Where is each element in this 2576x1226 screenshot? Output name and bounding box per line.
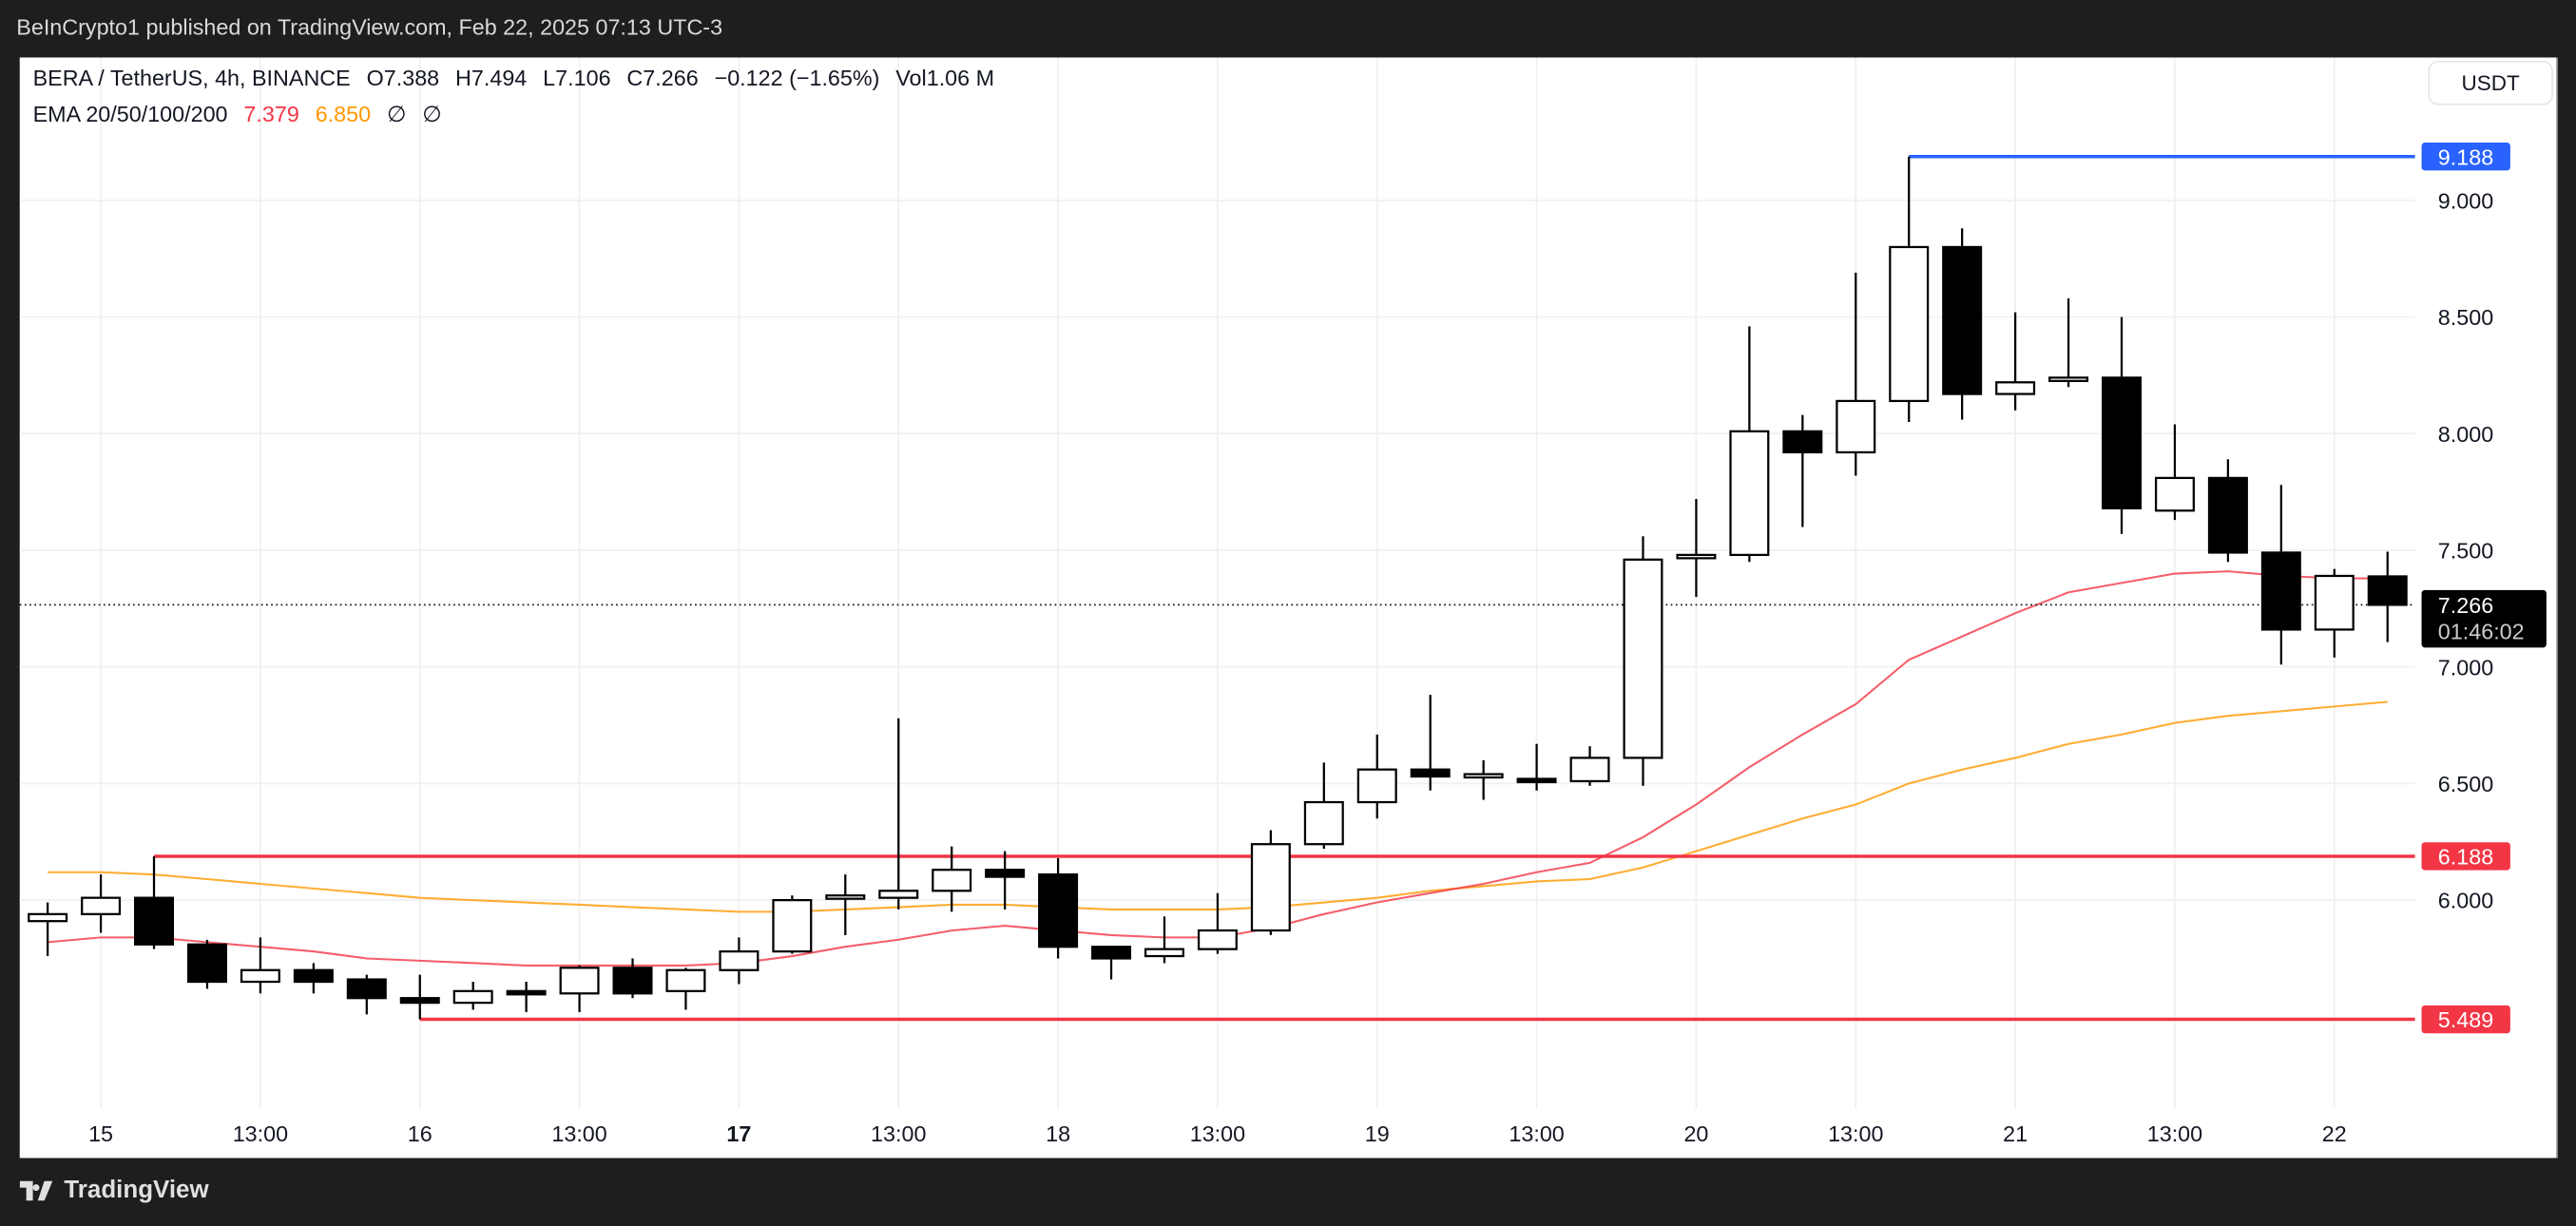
candle-body	[1463, 773, 1504, 779]
level-price-label-high: 9.188	[2438, 144, 2493, 169]
candle-body	[1197, 929, 1238, 950]
candle-body	[1144, 948, 1184, 958]
candle-body	[2102, 376, 2143, 509]
symbol-legend: BERA / TetherUS, 4h, BINANCE O7.388 H7.4…	[33, 66, 1005, 90]
level-price-tag-resistance	[2421, 842, 2510, 871]
candle-body	[1729, 430, 1770, 557]
ema200-value: ∅	[422, 102, 442, 127]
candle-body	[2154, 476, 2195, 512]
candle-body	[1303, 800, 1344, 846]
price-axis-label: 8.500	[2438, 305, 2493, 330]
level-price-tag-high	[2421, 143, 2510, 171]
candle-body	[186, 943, 227, 984]
tradingview-logo[interactable]: TradingView	[19, 1176, 209, 1204]
last-price-label: 7.266	[2438, 593, 2493, 618]
candle-body	[134, 896, 175, 946]
ohlc-close: C7.266	[626, 66, 699, 91]
level-price-label-resistance: 6.188	[2438, 845, 2493, 870]
time-axis-label: 19	[1365, 1121, 1390, 1146]
candle-body	[1676, 553, 1717, 560]
candle-body	[1782, 430, 1823, 454]
currency-button[interactable]: USDT	[2428, 60, 2553, 105]
ema-label[interactable]: EMA 20/50/100/200	[32, 102, 228, 127]
candle-body	[1569, 757, 1610, 783]
candle-body	[772, 898, 813, 953]
candle-body	[1250, 843, 1291, 932]
ema-legend: EMA 20/50/100/200 7.379 6.850 ∅ ∅	[33, 102, 452, 128]
ohlc-low: L7.106	[543, 66, 611, 91]
tradingview-brand: TradingView	[64, 1176, 209, 1204]
time-axis-label: 13:00	[1828, 1121, 1883, 1146]
symbol-name[interactable]: BERA / TetherUS, 4h, BINANCE	[32, 66, 351, 91]
candle-body	[28, 912, 68, 923]
candle-body	[1410, 768, 1451, 778]
time-axis-label: 13:00	[551, 1121, 606, 1146]
candle-body	[1091, 946, 1132, 960]
candle-body	[1623, 558, 1663, 759]
time-axis-label: 13:00	[2147, 1121, 2202, 1146]
candle-body	[665, 968, 706, 992]
candle-body	[346, 978, 387, 1000]
volume: Vol1.06 M	[895, 66, 995, 91]
candle-body	[2314, 574, 2355, 631]
candle-body	[293, 968, 334, 984]
time-axis-label: 15	[88, 1121, 113, 1146]
price-axis-label: 9.000	[2438, 188, 2493, 213]
candle-body	[932, 869, 972, 892]
time-axis-label: 16	[408, 1121, 433, 1146]
ohlc-open: O7.388	[366, 66, 440, 91]
candle-body	[825, 894, 866, 900]
candle-body	[719, 949, 759, 971]
candle-body	[2207, 476, 2248, 554]
time-axis-label: 13:00	[871, 1121, 926, 1146]
chart-panel[interactable]	[19, 57, 2558, 1159]
price-change: −0.122 (−1.65%)	[714, 66, 880, 91]
candle-body	[1516, 777, 1557, 784]
published-caption: BeInCrypto1 published on TradingView.com…	[16, 14, 723, 40]
price-axis-label: 7.500	[2438, 539, 2493, 564]
price-axis-label: 6.500	[2438, 772, 2493, 796]
price-axis-label: 6.000	[2438, 889, 2493, 913]
time-axis-label: 18	[1046, 1121, 1070, 1146]
candle-body	[240, 968, 280, 984]
candle-body	[878, 890, 919, 899]
candle-body	[612, 967, 653, 995]
candle-body	[1836, 399, 1876, 454]
candle-body	[452, 989, 493, 1005]
tradingview-logo-icon	[19, 1179, 53, 1200]
candle-body	[1995, 381, 2036, 395]
candle-body	[2048, 376, 2089, 382]
time-axis-label: 17	[726, 1121, 751, 1146]
candle-body	[1942, 245, 1983, 395]
candle-body	[559, 967, 600, 995]
price-axis-label: 8.000	[2438, 422, 2493, 447]
time-axis-label: 13:00	[1509, 1121, 1564, 1146]
candle-body	[1356, 768, 1397, 804]
last-price-tag	[2421, 589, 2547, 648]
candle-body	[1889, 245, 1930, 403]
candle-body	[2367, 575, 2408, 606]
ema50-value: 6.850	[315, 102, 372, 127]
candle-body	[1038, 872, 1079, 948]
ohlc-high: H7.494	[455, 66, 528, 91]
candle-body	[81, 896, 122, 915]
price-axis-label: 7.000	[2438, 655, 2493, 680]
time-axis-label: 13:00	[1190, 1121, 1245, 1146]
time-axis-label: 20	[1683, 1121, 1708, 1146]
time-axis-label: 22	[2322, 1121, 2347, 1146]
candle-body	[506, 989, 547, 996]
level-price-label-support: 5.489	[2438, 1007, 2493, 1032]
level-price-tag-support	[2421, 1005, 2510, 1034]
candle-body	[399, 997, 440, 1005]
time-axis-label: 13:00	[233, 1121, 288, 1146]
bar-countdown: 01:46:02	[2438, 620, 2525, 644]
candle-body	[985, 869, 1026, 878]
time-axis-label: 21	[2003, 1121, 2028, 1146]
candle-body	[2260, 551, 2301, 631]
ema100-value: ∅	[386, 102, 407, 127]
ema20-value: 7.379	[243, 102, 299, 127]
